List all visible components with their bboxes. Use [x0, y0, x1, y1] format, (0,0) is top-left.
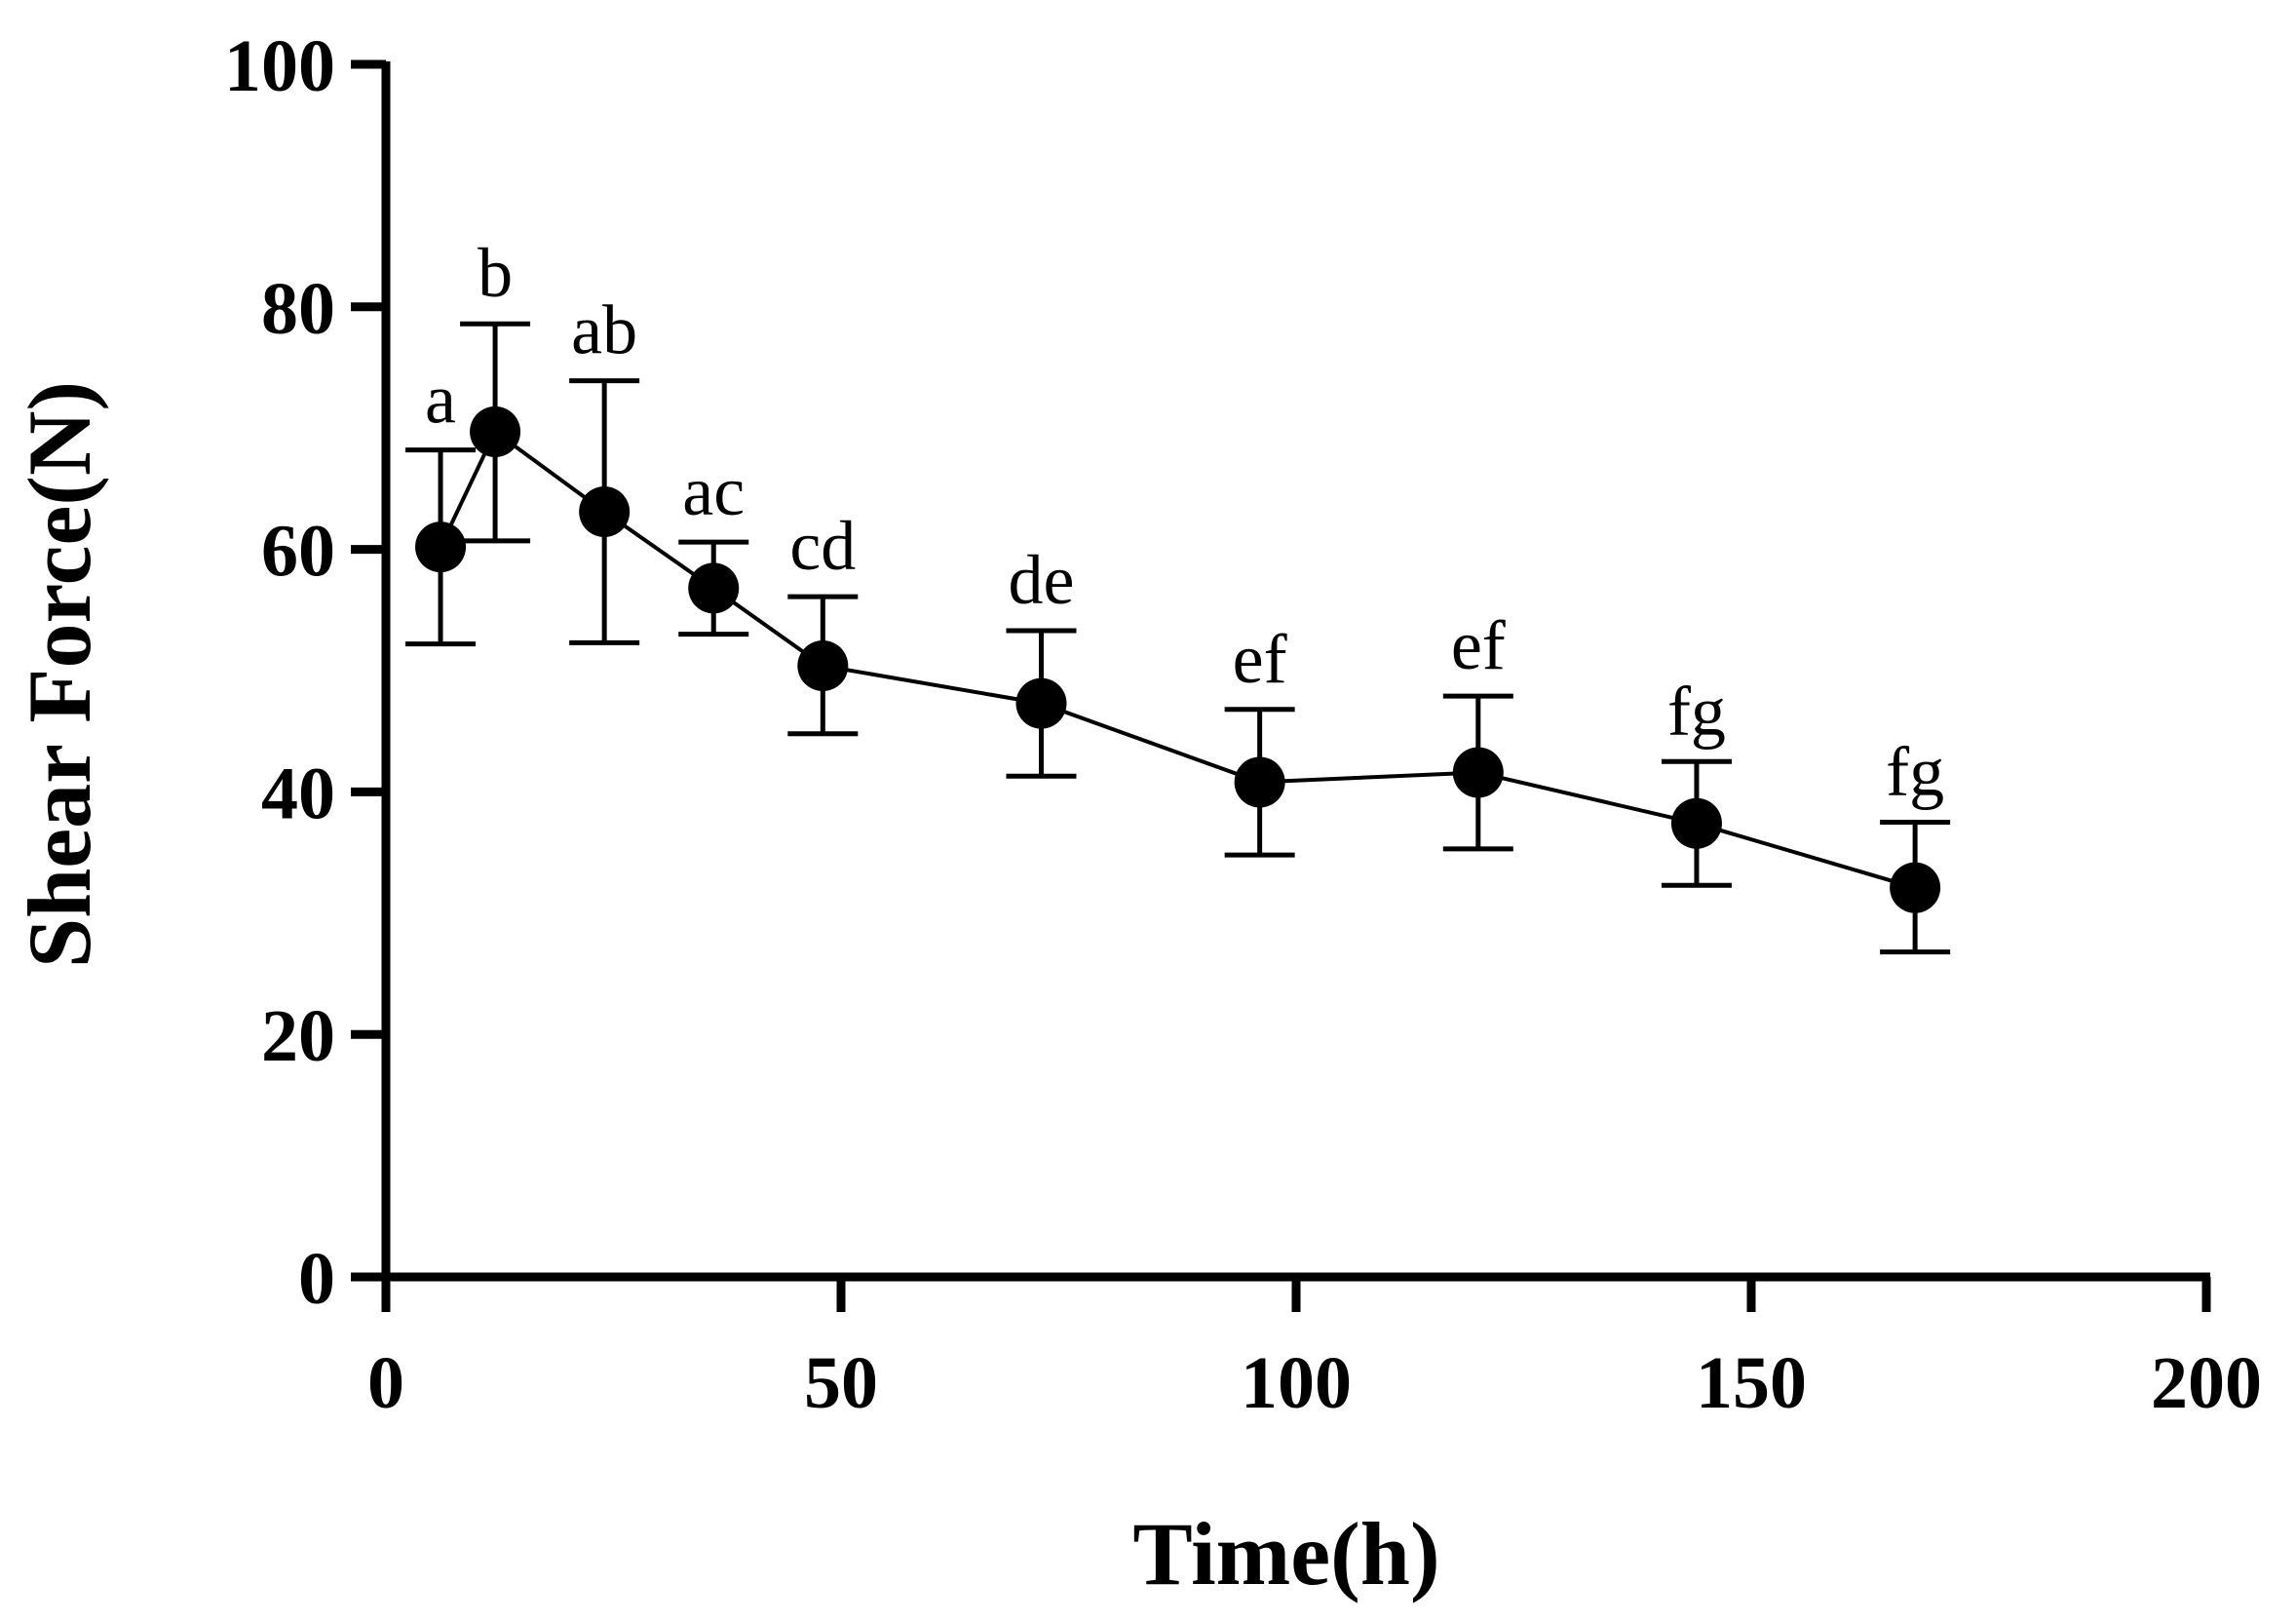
- y-tick-label: 20: [261, 995, 335, 1077]
- data-point: [415, 521, 467, 573]
- x-tick-label: 50: [804, 1342, 878, 1424]
- data-point: [1234, 756, 1285, 808]
- y-axis-title: Shear Force(N): [10, 381, 109, 968]
- series-line: [439, 428, 1916, 890]
- y-tick-label: 100: [224, 25, 335, 107]
- significance-label: b: [478, 234, 513, 312]
- data-point: [797, 640, 849, 692]
- data-point: [1452, 747, 1504, 798]
- data-point: [470, 406, 521, 457]
- data-point: [1015, 677, 1067, 729]
- error-bars: [405, 321, 1951, 955]
- y-tick-label: 60: [261, 511, 335, 593]
- significance-label: ac: [682, 452, 745, 530]
- data-point: [1890, 862, 1941, 913]
- x-axis-title: Time(h): [1132, 1504, 1439, 1603]
- x-tick-label: 150: [1696, 1342, 1807, 1424]
- y-tick-label: 0: [298, 1238, 335, 1320]
- significance-label: ef: [1233, 620, 1287, 698]
- significance-label: cd: [789, 507, 856, 585]
- significance-label: de: [1008, 541, 1074, 619]
- x-tick-label: 0: [367, 1342, 404, 1424]
- significance-label: a: [425, 361, 456, 439]
- y-tick-label: 40: [261, 753, 335, 834]
- significance-label: fg: [1667, 672, 1726, 750]
- y-tick-label: 80: [261, 268, 335, 350]
- x-tick-label: 200: [2151, 1342, 2262, 1424]
- significance-label: ab: [571, 291, 637, 369]
- axes: [381, 61, 2210, 1282]
- data-points: [415, 406, 1941, 913]
- series-line-group: [439, 428, 1916, 890]
- data-point: [688, 562, 740, 614]
- significance-label: ef: [1451, 606, 1506, 684]
- ticks: 0 20 40 60 80 100 0 50 100 150 200: [224, 25, 2262, 1424]
- significance-label: fg: [1886, 733, 1944, 811]
- x-tick-label: 100: [1241, 1342, 1352, 1424]
- data-point: [579, 486, 631, 538]
- data-point: [1670, 797, 1722, 849]
